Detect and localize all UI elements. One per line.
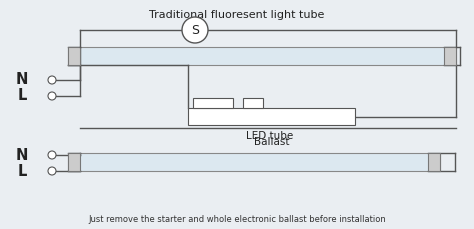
Text: S: S [191,24,199,36]
Text: L: L [18,88,27,104]
Text: Just remove the starter and whole electronic ballast before installation: Just remove the starter and whole electr… [88,215,386,224]
Circle shape [48,92,56,100]
Bar [428,153,440,171]
Circle shape [48,167,56,175]
Bar [188,108,355,125]
Bar [68,47,80,65]
Circle shape [182,17,208,43]
Text: L: L [18,164,27,178]
Circle shape [48,151,56,159]
Text: LED tube: LED tube [246,131,293,141]
Bar [68,153,440,171]
Text: Ballast: Ballast [254,137,289,147]
Bar [444,47,456,65]
Bar [243,98,263,108]
Text: Traditional fluoresent light tube: Traditional fluoresent light tube [149,10,325,20]
Text: N: N [16,147,28,163]
Bar [68,47,456,65]
Bar [68,153,80,171]
Circle shape [48,76,56,84]
Text: N: N [16,73,28,87]
Bar [193,98,233,108]
